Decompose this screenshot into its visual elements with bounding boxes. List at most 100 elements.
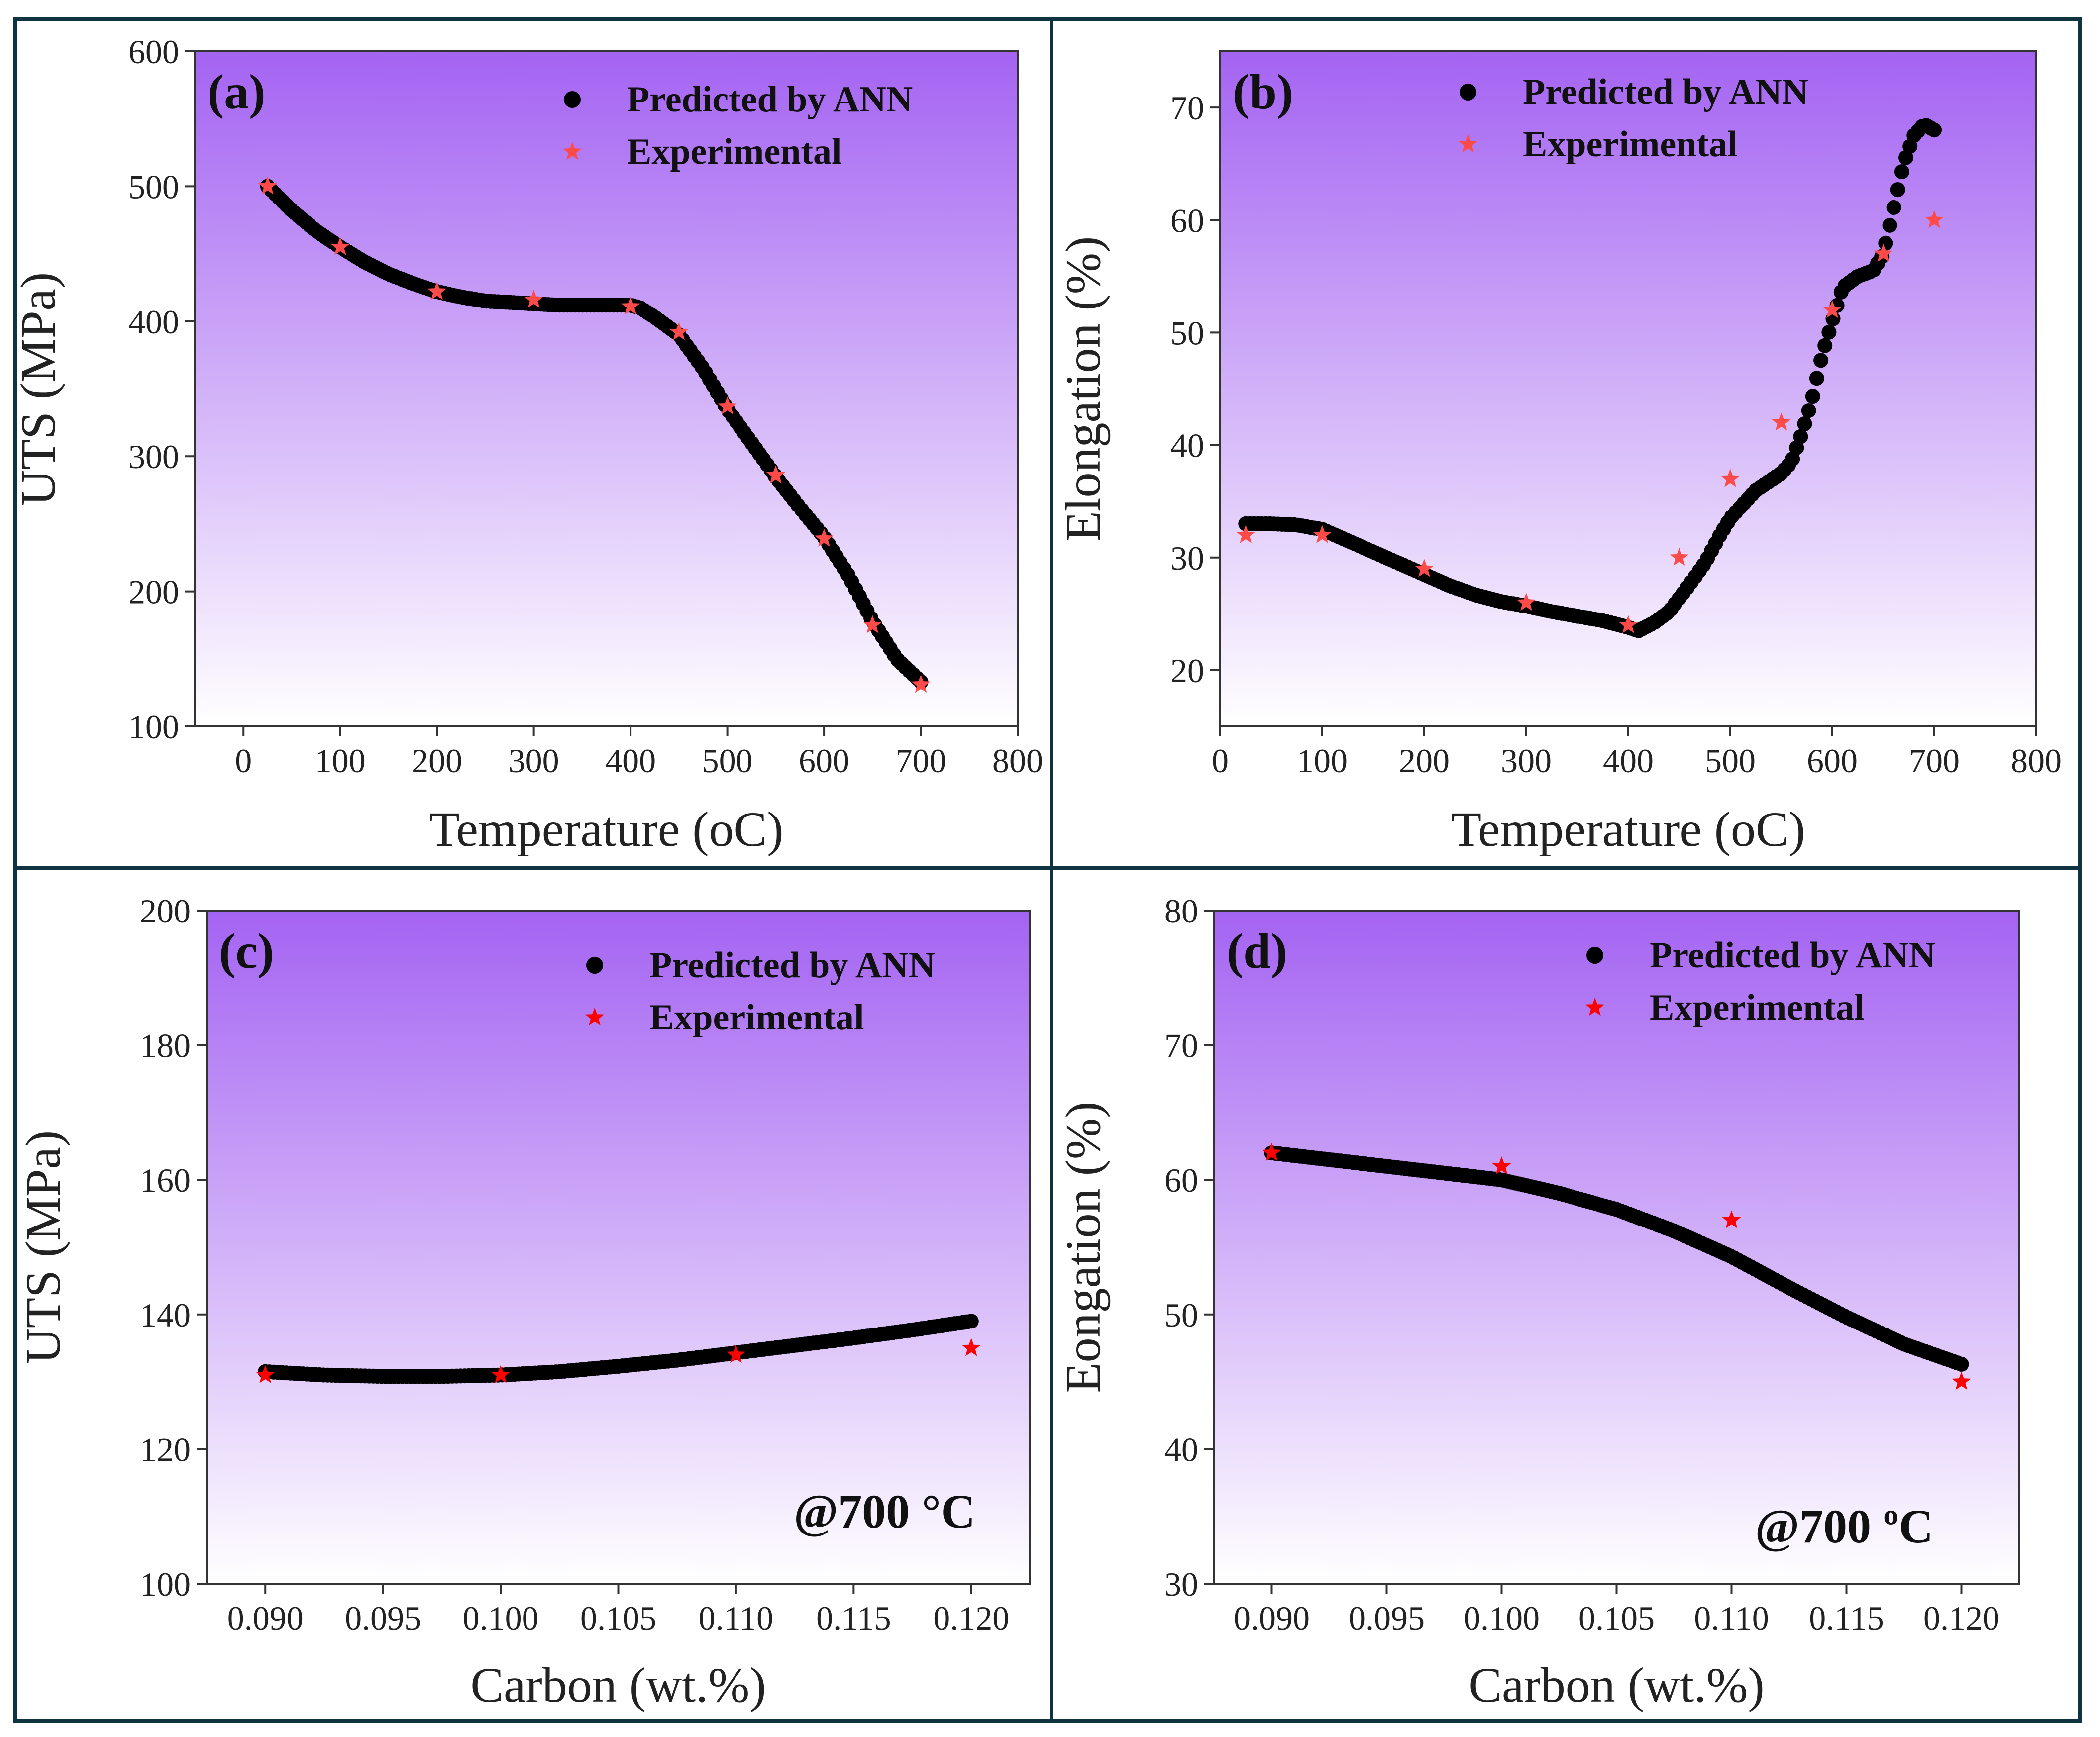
y-tick-label: 140 (140, 1296, 191, 1334)
predicted-point (1954, 1356, 1969, 1372)
legend-label-experimental: Experimental (649, 997, 864, 1038)
x-tick-label: 800 (992, 742, 1043, 780)
temperature-annotation: @700 °C (794, 1485, 975, 1538)
legend: Predicted by ANN Experimental (585, 945, 935, 1038)
y-tick-label: 50 (1170, 314, 1204, 352)
x-tick-label: 0.115 (816, 1599, 891, 1637)
predicted-point (1809, 371, 1824, 386)
chart-panel-3: 100 120 140 160 180 200 0.090 0.095 0.100 0.105 0.… (15, 892, 1031, 1713)
series-predicted (1264, 1145, 1969, 1372)
plot-border (194, 50, 1019, 727)
predicted-point (1805, 389, 1820, 404)
legend-marker-experimental (1585, 998, 1604, 1016)
x-tick-label: 500 (1705, 742, 1756, 780)
experimental-point (1952, 1372, 1971, 1390)
legend-marker-experimental (585, 1008, 604, 1026)
x-tick-label: 0.090 (1234, 1599, 1310, 1637)
legend-label-predicted: Predicted by ANN (1523, 72, 1808, 112)
y-tick-label: 100 (140, 1565, 191, 1603)
x-tick-label: 600 (1807, 742, 1858, 780)
y-tick-label: 400 (128, 303, 179, 341)
experimental-point (961, 1338, 981, 1356)
experimental-point (256, 1365, 275, 1383)
experimental-point (1415, 559, 1434, 577)
x-tick-label: 0.120 (933, 1599, 1009, 1637)
predicted-point (1797, 416, 1812, 431)
experimental-point (1262, 1143, 1281, 1161)
y-tick-label: 60 (1170, 202, 1204, 239)
legend-marker-predicted (586, 957, 603, 974)
legend: Predicted by ANN Experimental (1585, 935, 1935, 1028)
predicted-point (1801, 403, 1816, 418)
experimental-point (766, 465, 785, 484)
y-tick-label: 40 (1170, 427, 1204, 465)
predicted-point (1813, 353, 1829, 368)
panel-label: (b) (1233, 64, 1293, 119)
x-tick-label: 600 (799, 742, 849, 780)
x-tick-label: 300 (1501, 742, 1552, 780)
experimental-point (1874, 244, 1893, 262)
y-tick-label: 30 (1164, 1565, 1198, 1603)
y-tick-label: 180 (140, 1027, 191, 1065)
predicted-point (1886, 200, 1901, 215)
x-axis-title: Carbon (wt.%) (470, 1657, 766, 1713)
experimental-point (863, 615, 882, 633)
x-tick-label: 500 (702, 742, 753, 780)
x-tick-label: 0.105 (1578, 1599, 1655, 1637)
plot-background (1214, 911, 2019, 1584)
experimental-point (1823, 300, 1842, 318)
predicted-point (1793, 429, 1808, 444)
x-tick-label: 0.095 (345, 1599, 421, 1637)
predicted-point (1878, 235, 1893, 251)
legend-marker-experimental (1459, 134, 1477, 153)
y-axis-title: Eongation (%) (1055, 1102, 1111, 1393)
x-tick-label: 0 (235, 742, 252, 780)
experimental-point (524, 290, 543, 308)
experimental-point (1313, 525, 1332, 543)
x-tick-label: 200 (412, 742, 462, 780)
legend-marker-experimental (563, 142, 582, 160)
chart-panel-1: 100 200 300 400 500 600 0 100 200 300 400 500 600 700… (10, 33, 1043, 857)
experimental-point (911, 674, 931, 693)
legend-marker-predicted (564, 91, 581, 108)
plot-background (1220, 51, 2036, 726)
chart-panel-4: 30 40 50 60 70 80 0.090 0.095 0.100 0.105 0.110 0.1… (1055, 892, 2020, 1713)
series-experimental (258, 176, 931, 693)
y-tick-label: 300 (128, 438, 179, 476)
x-tick-label: 400 (1603, 742, 1654, 780)
y-tick-label: 200 (128, 573, 179, 611)
experimental-point (1925, 210, 1944, 228)
x-axis-title: Carbon (wt.%) (1469, 1657, 1764, 1713)
experimental-point (1236, 525, 1256, 543)
panel-label: (d) (1227, 923, 1287, 979)
panel-label: (a) (208, 64, 266, 119)
legend-label-predicted: Predicted by ANN (627, 79, 913, 120)
legend-label-predicted: Predicted by ANN (1650, 935, 1935, 976)
panel-label: (c) (219, 923, 274, 979)
y-tick-label: 500 (128, 168, 179, 205)
y-tick-label: 600 (128, 33, 179, 71)
legend: Predicted by ANN Experimental (563, 79, 913, 172)
y-tick-label: 70 (1164, 1027, 1198, 1065)
y-tick-label: 160 (140, 1161, 191, 1199)
x-tick-label: 0.110 (699, 1599, 773, 1637)
experimental-point (1670, 547, 1689, 566)
x-tick-label: 0.100 (463, 1599, 539, 1637)
experimental-point (1722, 1210, 1741, 1228)
predicted-point (1882, 217, 1897, 233)
y-tick-label: 80 (1164, 892, 1198, 930)
x-tick-label: 0 (1212, 742, 1229, 780)
legend-label-experimental: Experimental (627, 131, 842, 172)
experimental-point (621, 296, 640, 315)
experimental-point (1772, 412, 1791, 431)
legend-label-experimental: Experimental (1650, 987, 1865, 1028)
experimental-point (1619, 615, 1638, 633)
predicted-point (1898, 150, 1913, 165)
experimental-point (815, 528, 834, 547)
x-tick-label: 300 (509, 742, 559, 780)
y-axis-title: Elongation (%) (1055, 236, 1111, 542)
y-tick-label: 30 (1170, 539, 1204, 577)
